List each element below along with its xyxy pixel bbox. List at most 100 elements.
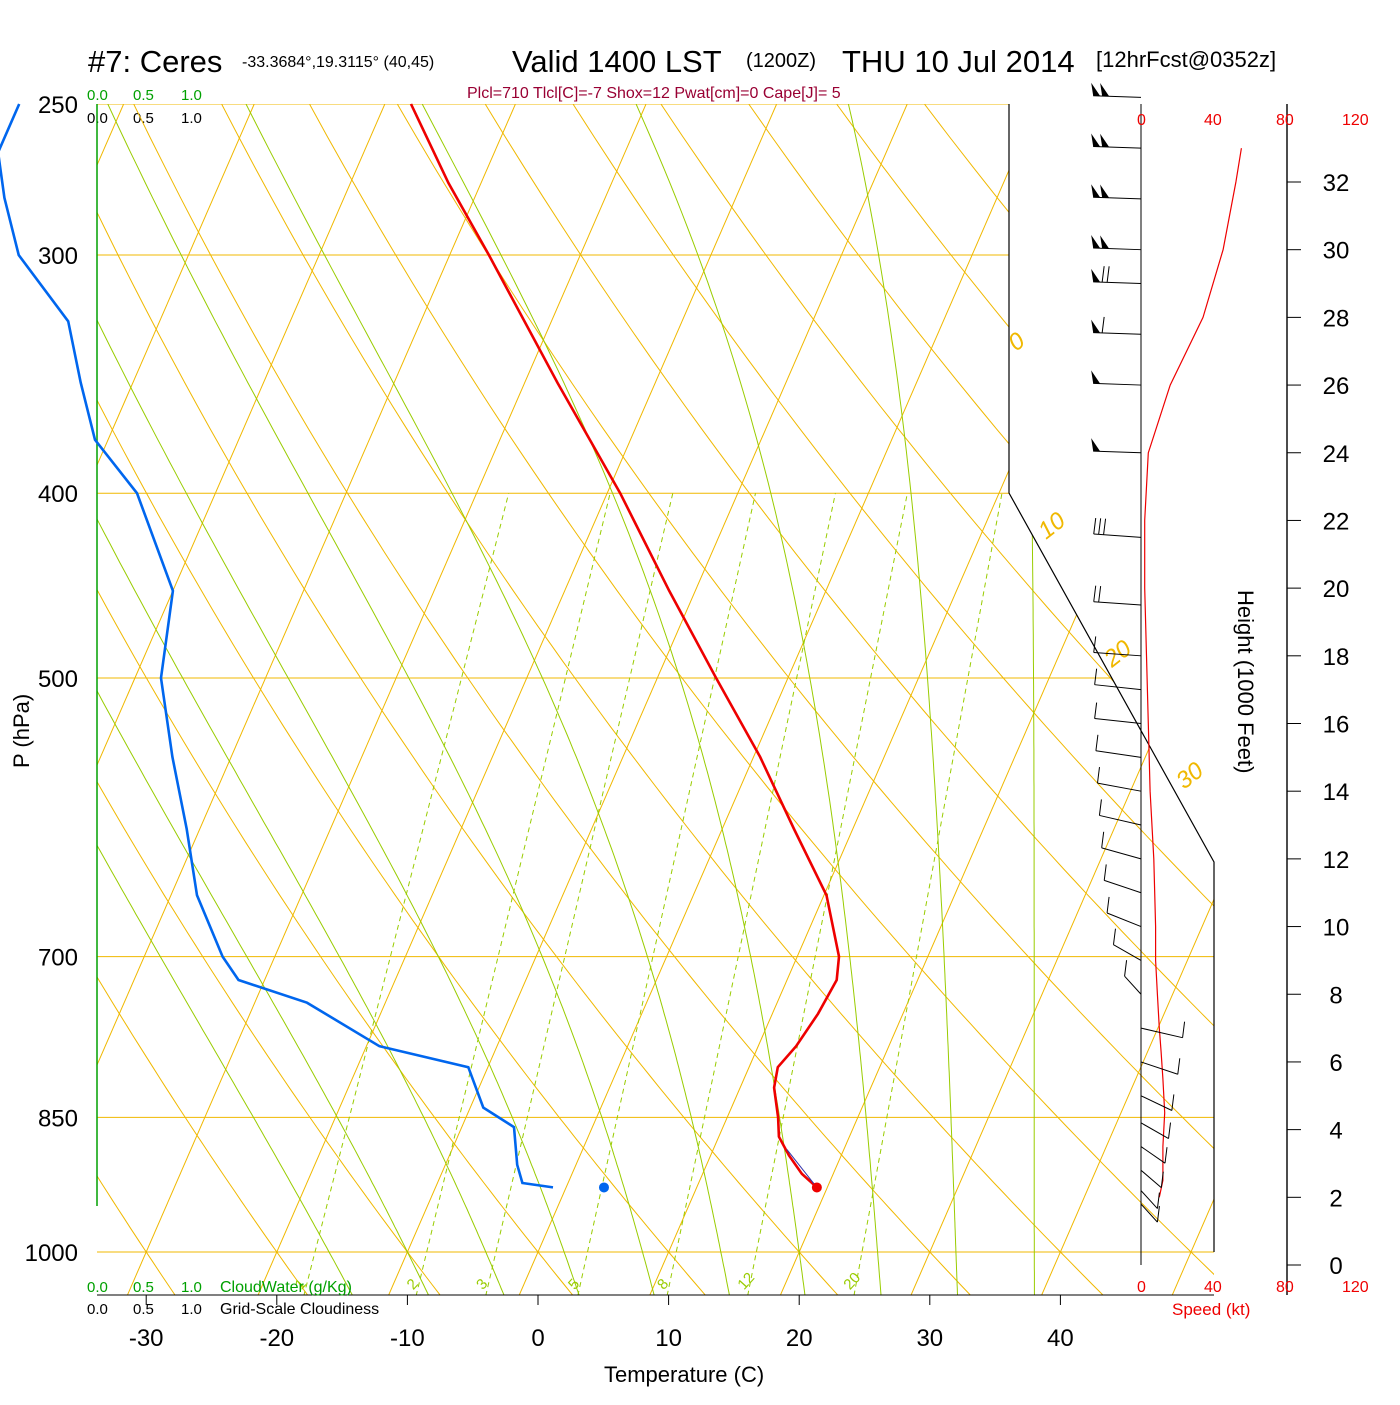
sounding-indices: Plcl=710 Tlcl[C]=-7 Shox=12 Pwat[cm]=0 C… xyxy=(467,85,841,102)
moist-adiabat xyxy=(0,241,371,1331)
barb-feather xyxy=(1095,703,1097,719)
wind-barb xyxy=(1097,767,1141,791)
height-tick-label: 0 xyxy=(1329,1253,1342,1280)
height-tick-label: 8 xyxy=(1329,982,1342,1009)
height-tick-label: 16 xyxy=(1323,712,1350,739)
mixing-ratio-line xyxy=(408,493,611,1331)
moist-adiabat xyxy=(547,0,883,1331)
x-tick-label: 10 xyxy=(655,1325,682,1352)
wind-barb xyxy=(1091,266,1141,283)
barb-feather xyxy=(1099,586,1101,602)
station-coords: -33.3684°,19.3115° (40,45) xyxy=(242,54,434,71)
dry-adiabat xyxy=(465,70,1400,1331)
x-tick-label: -20 xyxy=(259,1325,294,1352)
dry-adiabat xyxy=(1160,70,1400,1331)
moist-adiabat xyxy=(0,152,445,1331)
dry-adiabat xyxy=(0,70,736,1331)
speed-tick-top-3: 120 xyxy=(1342,112,1369,129)
barb-pennant xyxy=(1091,320,1100,333)
height-axis-title: Height (1000 Feet) xyxy=(1233,590,1258,773)
barb-shaft xyxy=(1093,282,1141,284)
dry-adiabat xyxy=(118,70,1005,1331)
height-tick-label: 12 xyxy=(1323,847,1350,874)
x-tick-label: 0 xyxy=(531,1325,544,1352)
isotherm xyxy=(765,104,1299,1331)
barb-shaft xyxy=(1096,751,1141,758)
wind-barb xyxy=(1141,1204,1159,1222)
cloudiness-tick-bottom-1: 0.5 xyxy=(133,1301,154,1318)
barb-shaft xyxy=(1125,976,1141,994)
height-tick-label: 18 xyxy=(1323,644,1350,671)
pressure-tick-label: 700 xyxy=(38,945,78,972)
wind-barb xyxy=(1102,832,1141,859)
speed-tick-top-0: 0 xyxy=(1137,112,1146,129)
speed-tick-top-1: 40 xyxy=(1204,112,1222,129)
wind-barb xyxy=(1091,83,1141,98)
mixing-ratio-label: 20 xyxy=(840,1269,864,1293)
mixing-ratio-label: 12 xyxy=(734,1269,758,1293)
wind-barb xyxy=(1141,1170,1163,1187)
barb-shaft xyxy=(1094,602,1141,605)
barb-shaft xyxy=(1104,880,1141,892)
speed-tick-bottom-3: 120 xyxy=(1342,1279,1369,1296)
cloudwater-tick-bottom-1: 0.5 xyxy=(133,1279,154,1296)
dry-adiabat-label: 0 xyxy=(1003,327,1031,357)
wind-barb xyxy=(1091,317,1141,334)
wind-barb xyxy=(1094,586,1141,605)
height-tick-label: 28 xyxy=(1323,305,1350,332)
height-tick-label: 14 xyxy=(1323,779,1350,806)
barb-feather xyxy=(1099,518,1101,534)
parcel-trace xyxy=(787,1149,817,1187)
cloudwater-tick-bottom-0: 0.0 xyxy=(87,1279,108,1296)
barb-shaft xyxy=(1141,1147,1165,1164)
dry-adiabat xyxy=(639,70,1400,1331)
cloudiness-tick-bottom-0: 0.0 xyxy=(87,1301,108,1318)
wind-barb xyxy=(1091,438,1141,453)
barb-feather xyxy=(1102,317,1104,333)
barb-pennant xyxy=(1091,83,1100,96)
cloud-scale-bottom: 0.0 0.5 1.0 CloudWater (g/Kg) 0.0 0.5 1.… xyxy=(87,1279,379,1318)
dry-adiabat xyxy=(812,70,1400,1331)
barb-pennant xyxy=(1100,83,1109,96)
barb-feather xyxy=(1104,519,1106,535)
isotherm xyxy=(373,104,907,1331)
barb-shaft xyxy=(1093,451,1141,453)
pressure-tick-label: 850 xyxy=(38,1105,78,1132)
barb-feather xyxy=(1113,929,1115,945)
barb-pennant xyxy=(1100,185,1109,198)
cloud-scale-top: 0.0 0.5 1.0 0.0 0.5 1.0 xyxy=(87,87,202,127)
barb-shaft xyxy=(1141,1170,1161,1187)
mixing-ratio-line xyxy=(741,493,908,1331)
valid-date: THU 10 Jul 2014 xyxy=(842,44,1075,79)
moist-adiabat xyxy=(158,0,737,1331)
barb-feather xyxy=(1107,266,1109,282)
x-tick-label: -30 xyxy=(129,1325,164,1352)
x-tick-label: 20 xyxy=(786,1325,813,1352)
speed-axis-label: Speed (kt) xyxy=(1172,1300,1250,1319)
cloudwater-tick-top-0: 0.0 xyxy=(87,87,108,104)
wind-barb xyxy=(1091,184,1141,199)
thermo-grid xyxy=(0,0,1400,1331)
sounding-profiles xyxy=(0,104,839,1192)
barb-feather xyxy=(1095,669,1097,685)
isotherm xyxy=(1157,104,1400,1331)
height-tick-label: 4 xyxy=(1329,1118,1342,1145)
dry-adiabat xyxy=(552,70,1400,1331)
wind-barb xyxy=(1141,1094,1174,1110)
wind-barb xyxy=(1091,133,1141,148)
barb-shaft xyxy=(1093,197,1141,199)
cloudwater-tick-top-2: 1.0 xyxy=(181,87,202,104)
wind-speed-line xyxy=(1145,148,1242,1197)
barb-shaft xyxy=(1141,1062,1178,1074)
cloudwater-label: CloudWater (g/Kg) xyxy=(220,1279,352,1296)
barb-pennant xyxy=(1100,134,1109,147)
surface-temperature-dot xyxy=(812,1182,822,1192)
pressure-tick-label: 500 xyxy=(38,666,78,693)
wind-barb xyxy=(1141,1022,1185,1038)
cloudwater-tick-top-1: 0.5 xyxy=(133,87,154,104)
height-tick-label: 32 xyxy=(1323,170,1350,197)
x-tick-label: -10 xyxy=(390,1325,425,1352)
